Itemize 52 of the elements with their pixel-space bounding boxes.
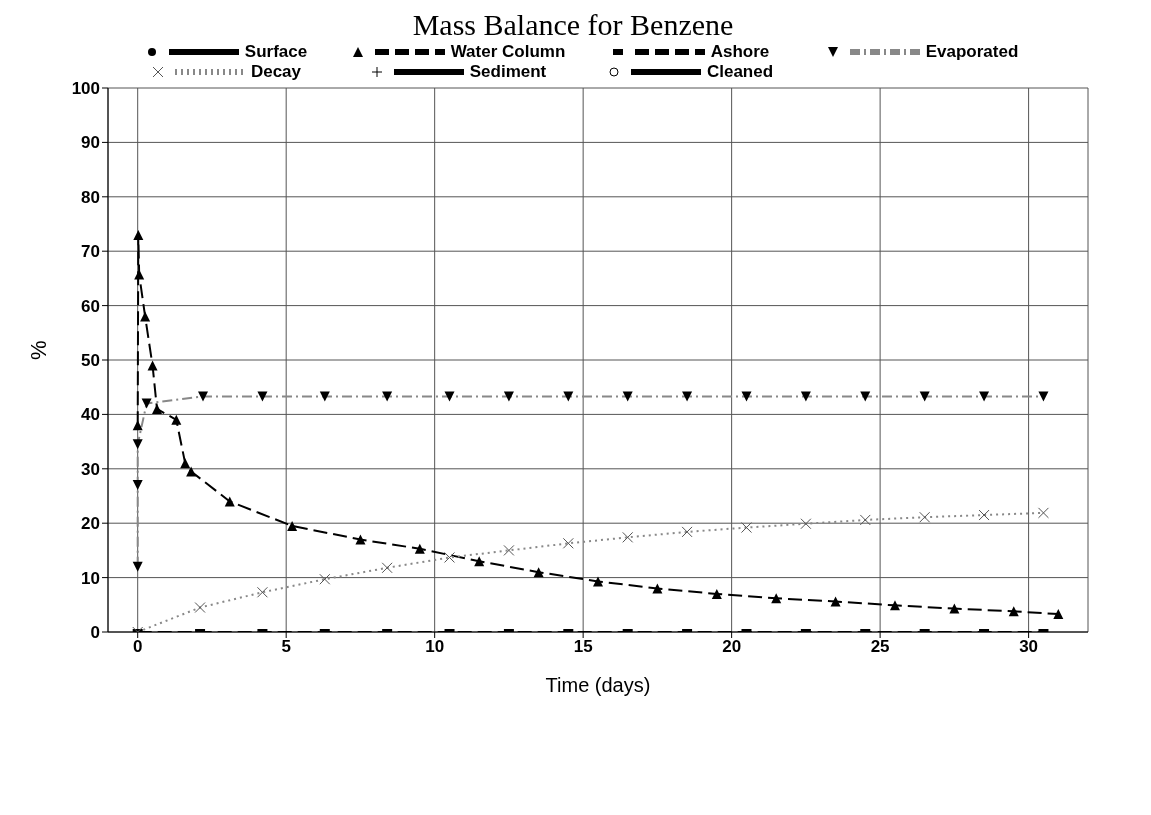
point [533, 567, 544, 578]
y-tick-label: 90 [81, 133, 100, 153]
point [1053, 609, 1064, 620]
point [652, 583, 663, 594]
x-tick-label: 30 [1019, 637, 1039, 657]
point [147, 360, 158, 371]
legend-label: Decay [250, 62, 302, 82]
y-tick-label: 100 [71, 79, 100, 99]
point [474, 556, 485, 567]
y-tick-label: 30 [81, 459, 100, 479]
point [134, 269, 145, 280]
point [949, 603, 960, 614]
point [287, 520, 298, 531]
point [414, 543, 425, 554]
point [889, 600, 900, 611]
y-tick-label: 50 [81, 351, 100, 371]
point [180, 458, 191, 469]
y-tick-label: 0 [90, 623, 100, 643]
legend-label: Sediment [469, 62, 547, 82]
x-tick-label: 15 [573, 637, 593, 657]
point [186, 466, 197, 477]
x-tick-label: 5 [281, 637, 291, 657]
y-tick-label: 10 [81, 568, 100, 588]
x-tick-label: 25 [870, 637, 890, 657]
x-axis-title: Time (days) [545, 674, 651, 696]
legend-label: Ashore [710, 42, 770, 62]
x-tick-label: 10 [425, 637, 445, 657]
point [152, 403, 162, 414]
chart-title: Mass Balance for Benzene [411, 8, 735, 42]
point [771, 593, 782, 604]
legend-label: Evaporated [925, 42, 1019, 62]
point [224, 496, 235, 507]
point [1008, 606, 1019, 617]
legend-label: Cleaned [706, 62, 774, 82]
point [355, 534, 366, 545]
y-tick-label: 40 [81, 405, 100, 425]
x-tick-label: 20 [722, 637, 742, 657]
point [171, 414, 182, 425]
point [140, 311, 151, 322]
x-tick-label: 0 [132, 637, 143, 657]
y-tick-label: 80 [81, 187, 100, 207]
point [132, 420, 143, 431]
legend-label: Water Column [450, 42, 566, 62]
y-axis-title: % [25, 340, 51, 360]
y-tick-label: 20 [81, 514, 100, 534]
y-tick-label: 60 [81, 296, 100, 316]
point [711, 588, 722, 599]
y-tick-label: 70 [81, 242, 100, 262]
point [593, 576, 603, 587]
point [830, 596, 841, 607]
legend-label: Surface [244, 42, 308, 62]
point [133, 229, 144, 240]
